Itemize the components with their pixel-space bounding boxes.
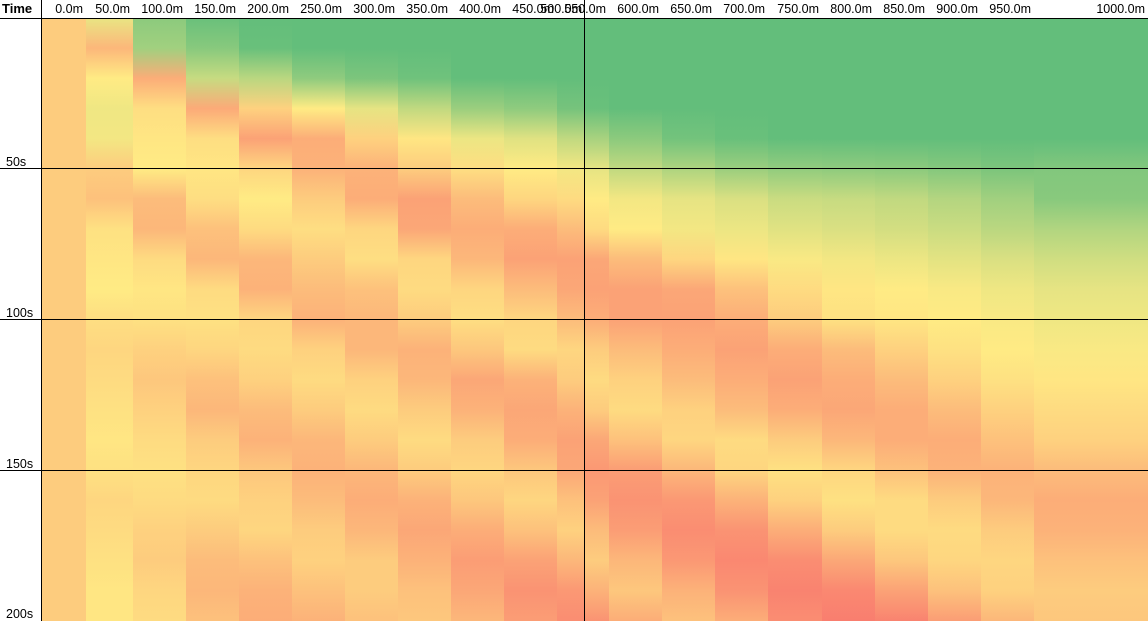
column-label: 400.0m xyxy=(459,2,501,16)
column-label: 650.0m xyxy=(670,2,712,16)
column-label: 50.0m xyxy=(95,2,130,16)
column-label: 700.0m xyxy=(723,2,765,16)
column-label: 600.0m xyxy=(617,2,659,16)
column-label: 300.0m xyxy=(353,2,395,16)
column-label: 200.0m xyxy=(247,2,289,16)
corner-label: Time xyxy=(2,1,32,16)
row-label: 200s xyxy=(6,607,33,621)
column-label: 100.0m xyxy=(141,2,183,16)
row-label: 50s xyxy=(6,155,26,169)
column-label: 900.0m xyxy=(936,2,978,16)
column-label: 800.0m xyxy=(830,2,872,16)
column-label: 750.0m xyxy=(777,2,819,16)
row-label: 100s xyxy=(6,306,33,320)
row-labels: 50s 100s 150s 200s xyxy=(6,155,33,621)
column-label: 500.0m xyxy=(540,2,582,16)
column-label: 350.0m xyxy=(406,2,448,16)
column-label: 450.0m xyxy=(512,2,554,16)
header-background xyxy=(0,0,1148,18)
column-label: 850.0m xyxy=(883,2,925,16)
column-label: 950.0m xyxy=(989,2,1031,16)
column-labels: 0.0m 50.0m 100.0m 150.0m 200.0m 250.0m 300.0m 3… xyxy=(55,2,1145,16)
column-label: 150.0m xyxy=(194,2,236,16)
column-label: 1000.0m xyxy=(1096,2,1145,16)
row-label: 150s xyxy=(6,457,33,471)
column-label: 550.0m xyxy=(564,2,606,16)
column-label: 0.0m xyxy=(55,2,83,16)
column-label: 250.0m xyxy=(300,2,342,16)
